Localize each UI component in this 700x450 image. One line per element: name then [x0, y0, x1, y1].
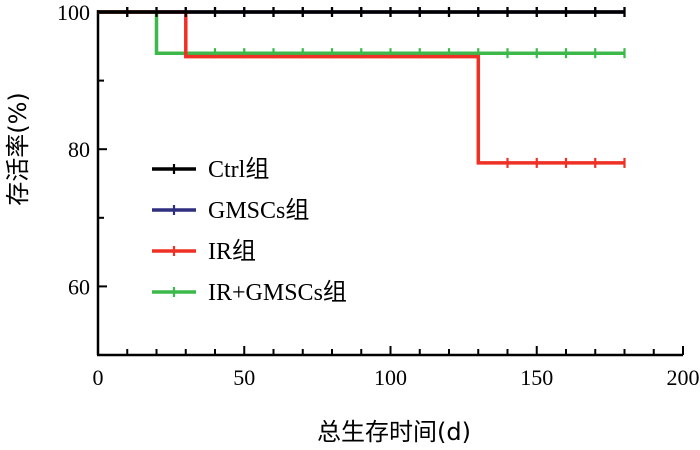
axes: 0 50 100 150 200 60 80 100 [57, 0, 700, 390]
y-tick-label: 60 [68, 274, 90, 299]
legend-item: Ctrl组 [152, 156, 269, 183]
series-line [98, 10, 625, 165]
series-line [98, 10, 625, 55]
legend-item: IR组 [152, 238, 256, 265]
series-2 [98, 10, 626, 168]
y-tick-label: 80 [68, 137, 90, 162]
x-tick-label: 0 [93, 365, 104, 390]
series-0 [98, 7, 626, 17]
x-tick-label: 100 [374, 365, 407, 390]
y-axis-title: 存活率(%) [4, 92, 32, 206]
legend-item: IR+GMSCs组 [152, 279, 347, 306]
legend: Ctrl组 GMSCs组 IR组 IR+GMSCs组 [152, 156, 347, 306]
series-lines [98, 7, 626, 168]
x-tick-label: 200 [667, 365, 700, 390]
x-axis-title: 总生存时间(d) [317, 418, 471, 446]
legend-label: Ctrl组 [208, 156, 269, 183]
legend-item: GMSCs组 [152, 197, 309, 224]
legend-label: IR+GMSCs组 [208, 279, 347, 306]
legend-label: GMSCs组 [208, 197, 309, 224]
y-tick-label: 100 [57, 0, 90, 25]
x-tick-label: 150 [520, 365, 553, 390]
legend-label: IR组 [208, 238, 256, 265]
x-tick-label: 50 [233, 365, 255, 390]
series-3 [98, 10, 626, 59]
